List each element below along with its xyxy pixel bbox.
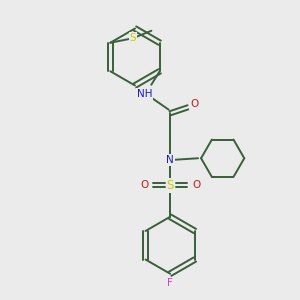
Text: N: N: [166, 155, 174, 165]
Text: O: O: [190, 99, 198, 109]
Text: S: S: [130, 33, 136, 43]
Text: O: O: [140, 180, 148, 190]
Text: O: O: [192, 180, 200, 190]
Text: NH: NH: [137, 89, 152, 99]
Text: S: S: [167, 179, 174, 192]
Text: F: F: [167, 278, 173, 288]
